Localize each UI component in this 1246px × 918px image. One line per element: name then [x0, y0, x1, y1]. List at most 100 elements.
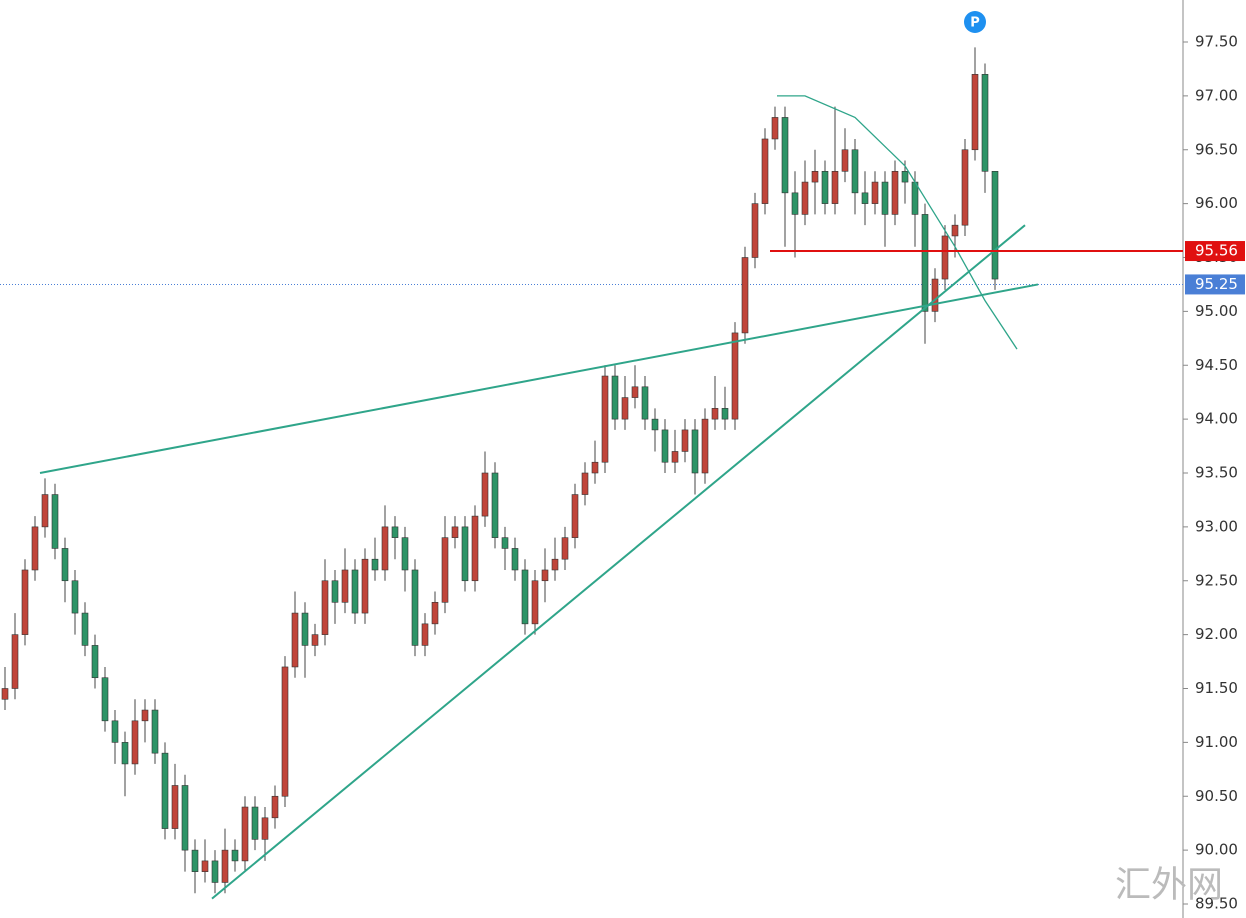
candle-body	[151, 709, 159, 754]
candle-body	[821, 171, 829, 204]
candle-body	[1, 688, 9, 700]
candle-body	[921, 214, 929, 312]
arc-curve	[777, 95, 1018, 350]
candle-body	[971, 74, 979, 151]
candle-body	[251, 806, 259, 840]
candle-body	[191, 849, 199, 872]
candle-body	[831, 171, 839, 204]
candle-body	[781, 117, 789, 194]
marker-label: P	[970, 16, 980, 31]
y-tick-label: 90.50	[1195, 787, 1238, 805]
candle-body	[311, 634, 319, 646]
candle-body	[901, 171, 909, 183]
candle-body	[771, 117, 779, 140]
candle-body	[231, 849, 239, 862]
candle-body	[571, 494, 579, 538]
candle-body	[851, 149, 859, 194]
candle-body	[761, 138, 769, 204]
candle-body	[751, 203, 759, 258]
candle-body	[531, 580, 539, 625]
candle-body	[731, 332, 739, 420]
candle-body	[241, 806, 249, 862]
candle-body	[101, 677, 109, 722]
y-tick-label: 92.50	[1195, 571, 1238, 589]
candle-body	[441, 537, 449, 603]
y-tick-label: 92.00	[1195, 625, 1238, 643]
candle-body	[911, 181, 919, 215]
candle-body	[341, 569, 349, 603]
candle-body	[331, 580, 339, 603]
candle-body	[201, 860, 209, 872]
candle-body	[541, 569, 549, 582]
candle-body	[291, 612, 299, 668]
candle-body	[711, 408, 719, 420]
candle-body	[371, 558, 379, 571]
candle-body	[701, 418, 709, 474]
candle-body	[401, 537, 409, 571]
trendline	[39, 283, 1039, 474]
candle-body	[631, 386, 639, 398]
candle-body	[931, 278, 939, 312]
candle-body	[181, 785, 189, 851]
watermark: 汇外网	[1115, 864, 1223, 904]
candle-body	[41, 494, 49, 528]
candle-body	[71, 580, 79, 614]
candle-body	[11, 634, 19, 689]
y-tick-label: 91.50	[1195, 679, 1238, 697]
candle-body	[361, 558, 369, 614]
candle-body	[321, 580, 329, 635]
candle-body	[811, 171, 819, 183]
axis-background	[1183, 0, 1246, 918]
candle-body	[871, 181, 879, 204]
candle-body	[111, 720, 119, 743]
candle-body	[721, 408, 729, 420]
last-price-label: 95.25	[1195, 275, 1238, 293]
candle-body	[991, 171, 999, 280]
trendline	[211, 224, 1026, 900]
candle-body	[841, 149, 849, 172]
candle-body	[881, 181, 889, 215]
candle-body	[501, 537, 509, 549]
candle-body	[861, 192, 869, 204]
y-tick-label: 93.50	[1195, 464, 1238, 482]
candle-body	[661, 429, 669, 463]
candle-body	[521, 569, 529, 625]
resistance-label-box	[1185, 241, 1245, 262]
candle-body	[511, 548, 519, 571]
candle-body	[471, 515, 479, 582]
y-tick-label: 93.00	[1195, 517, 1238, 535]
y-tick-label: 97.50	[1195, 33, 1238, 51]
candle-body	[351, 569, 359, 614]
candle-body	[301, 612, 309, 646]
candle-body	[421, 623, 429, 646]
candle-body	[561, 537, 569, 560]
candle-body	[461, 526, 469, 582]
candle-body	[591, 461, 599, 474]
candle-body	[611, 375, 619, 420]
candle-body	[961, 149, 969, 226]
candle-body	[161, 752, 169, 829]
resistance-label: 95.56	[1195, 242, 1238, 260]
y-tick-label: 90.00	[1195, 841, 1238, 859]
candle-body	[411, 569, 419, 646]
y-tick-label: 94.00	[1195, 410, 1238, 428]
marker-circle	[964, 11, 986, 33]
candle-body	[21, 569, 29, 635]
candle-body	[31, 526, 39, 571]
y-tick-label: 91.00	[1195, 733, 1238, 751]
y-tick-label: 96.00	[1195, 194, 1238, 212]
candle-body	[891, 171, 899, 215]
candle-body	[641, 386, 649, 420]
candle-body	[431, 601, 439, 625]
y-tick-label: 97.00	[1195, 86, 1238, 104]
y-tick-label: 96.50	[1195, 140, 1238, 158]
candle-body	[681, 429, 689, 452]
candle-body	[801, 181, 809, 215]
candle-body	[981, 74, 989, 172]
candle-body	[941, 235, 949, 280]
candle-body	[271, 795, 279, 819]
candle-body	[51, 494, 59, 549]
last-price-label-box	[1185, 274, 1245, 295]
candle-body	[581, 472, 589, 495]
candle-body	[91, 645, 99, 679]
